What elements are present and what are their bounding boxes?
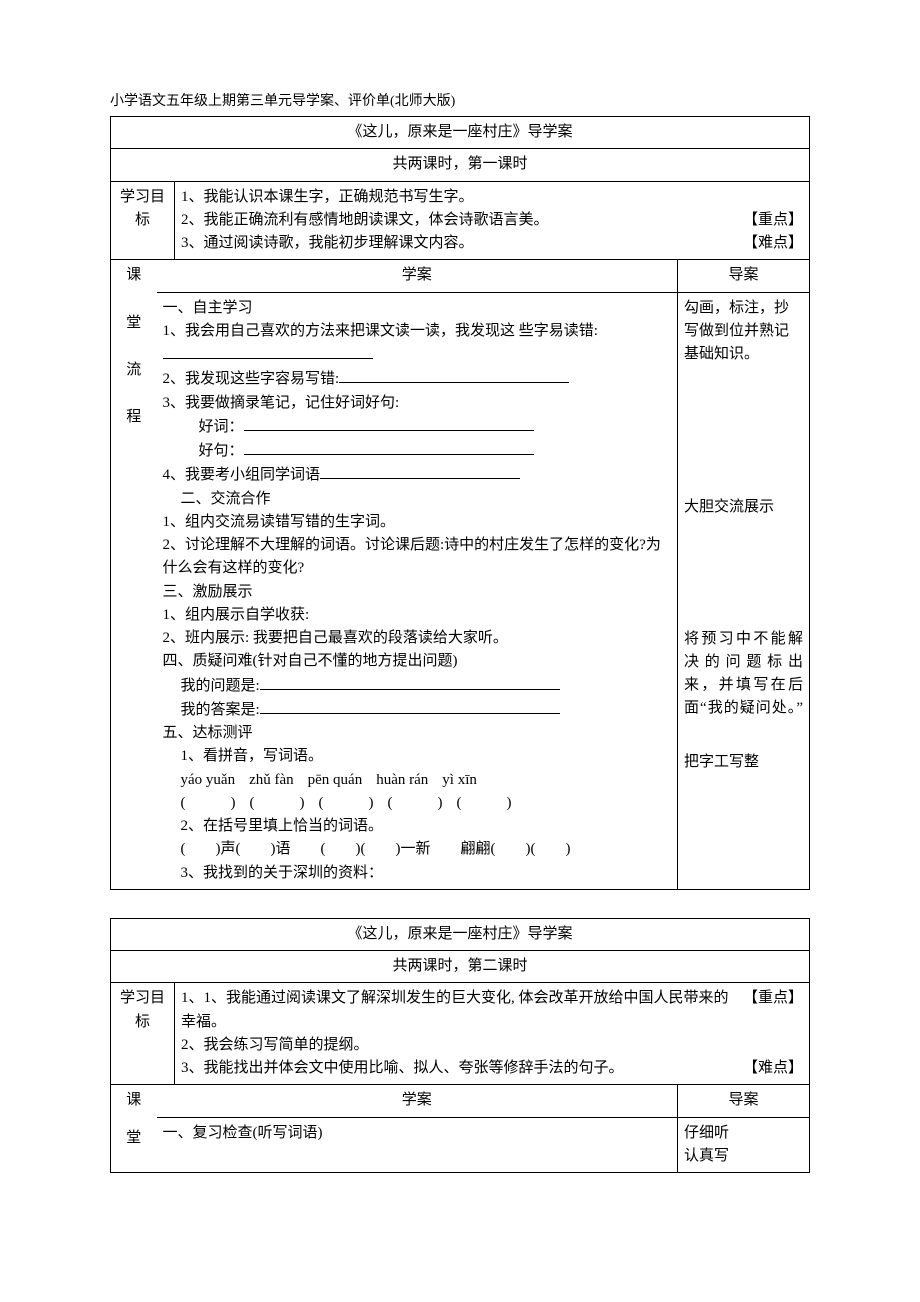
goal-text: 2、我能正确流利有感情地朗读课文，体会诗歌语言美。	[181, 209, 735, 232]
flow-char: 课	[126, 1089, 141, 1112]
s4-title: 四、质疑问难(针对自己不懂的地方提出问题)	[163, 653, 458, 669]
s2-2: 2、讨论理解不大理解的词语。讨论课后题:诗中的村庄发生了怎样的变化?为什么会有这…	[163, 537, 661, 576]
s1-3-hj: 好句：	[199, 443, 244, 459]
blank-line	[163, 343, 373, 359]
lesson2-row1-left: 一、复习检查(听写词语)	[157, 1117, 678, 1173]
blank-line	[320, 463, 520, 479]
goal-tag	[795, 1034, 803, 1057]
s1-1: 1、我会用自己喜欢的方法来把课文读一读，我发现这 些字易读错:	[163, 323, 598, 339]
s2-title: 二、交流合作	[163, 488, 671, 511]
lesson2-goals: 1、1、我能通过阅读课文了解深圳发生的巨大变化, 体会改革开放给中国人民带来的幸…	[175, 983, 810, 1085]
flow-char: 堂	[126, 312, 141, 335]
goal-text: 3、我能找出并体会文中使用比喻、拟人、夸张等修辞手法的句子。	[181, 1057, 735, 1080]
goal-text: 3、通过阅读诗歌，我能初步理解课文内容。	[181, 232, 735, 255]
lesson1-goals-label: 学习目标	[111, 181, 175, 260]
blank-line	[244, 415, 534, 431]
s4-q: 我的问题是:	[181, 678, 260, 694]
s5-2: 2、在括号里填上恰当的词语。	[163, 815, 671, 838]
pinyin: yì xīn	[442, 769, 477, 792]
goal-tag: 【重点】	[735, 209, 803, 232]
paren: ( )	[319, 792, 374, 815]
blank-line	[244, 439, 534, 455]
blank-line	[260, 674, 560, 690]
lesson1-daoan-header: 导案	[677, 260, 809, 292]
blank-line	[339, 367, 569, 383]
s1-4: 4、我要考小组同学词语	[163, 467, 321, 483]
lesson2-s1: 一、复习检查(听写词语)	[163, 1125, 323, 1141]
guide1: 勾画，标注，抄写做到位并熟记基础知识。	[684, 297, 803, 367]
s1-3: 3、我要做摘录笔记，记住好词好句:	[163, 395, 400, 411]
s3-title: 三、激励展示	[163, 584, 253, 600]
goal-text: 1、1、我能通过阅读课文了解深圳发生的巨大变化, 体会改革开放给中国人民带来的幸…	[181, 987, 735, 1034]
lesson1-table: 《这儿，原来是一座村庄》导学案 共两课时，第一课时 学习目标 1、我能认识本课生…	[110, 116, 810, 890]
lesson2-flow-label: 课 堂	[111, 1085, 157, 1173]
s1-title: 一、自主学习	[163, 300, 253, 316]
pinyin: huàn rán	[376, 769, 428, 792]
lesson2-goals-label: 学习目标	[111, 983, 175, 1085]
lesson1-daoan-body: 勾画，标注，抄写做到位并熟记基础知识。 大胆交流展示 将预习中不能解决的问题标出…	[677, 292, 809, 889]
s3-1: 1、组内展示自学收获:	[163, 607, 310, 623]
lesson1-subtitle: 共两课时，第一课时	[111, 149, 810, 181]
lesson1-xuean-body: 一、自主学习 1、我会用自己喜欢的方法来把课文读一读，我发现这 些字易读错: 2…	[157, 292, 678, 889]
paren: ( )	[388, 792, 443, 815]
pinyin: pēn quán	[308, 769, 363, 792]
s2-1: 1、组内交流易读错写错的生字词。	[163, 514, 396, 530]
guide-a: 仔细听	[684, 1122, 803, 1145]
lesson1-flow-label: 课 堂 流 程	[111, 260, 157, 890]
s5-title: 五、达标测评	[163, 725, 253, 741]
lesson1-xuean-header: 学案	[157, 260, 678, 292]
paren-row: ( ) ( ) ( ) ( ) ( )	[163, 792, 671, 815]
paren: ( )	[250, 792, 305, 815]
pinyin-row: yáo yuǎn zhǔ fàn pēn quán huàn rán yì xī…	[163, 769, 671, 792]
s3-2: 2、班内展示: 我要把自己最喜欢的段落读给大家听。	[163, 630, 508, 646]
flow-char: 流	[126, 359, 141, 382]
pinyin: zhǔ fàn	[249, 769, 294, 792]
s5-2-line: ( )声( )语 ( )( )一新 翩翩( )( )	[163, 838, 671, 861]
page-caption: 小学语文五年级上期第三单元导学案、评价单(北师大版)	[110, 90, 810, 110]
goal-tag: 【重点】	[735, 987, 803, 1034]
goal-text: 1、我能认识本课生字，正确规范书写生字。	[181, 186, 795, 209]
s5-1: 1、看拼音，写词语。	[163, 745, 671, 768]
s5-3: 3、我找到的关于深圳的资料：	[163, 862, 671, 885]
blank-line	[260, 698, 560, 714]
lesson1-goals: 1、我能认识本课生字，正确规范书写生字。 2、我能正确流利有感情地朗读课文，体会…	[175, 181, 810, 260]
lesson2-title: 《这儿，原来是一座村庄》导学案	[111, 918, 810, 950]
paren: ( )	[181, 792, 236, 815]
flow-char: 课	[126, 264, 141, 287]
guide2: 大胆交流展示	[684, 496, 803, 519]
lesson2-subtitle: 共两课时，第二课时	[111, 951, 810, 983]
lesson2-row1-right: 仔细听 认真写	[677, 1117, 809, 1173]
lesson1-title: 《这儿，原来是一座村庄》导学案	[111, 117, 810, 149]
guide4: 把字工写整	[684, 751, 803, 774]
goal-tag	[795, 186, 803, 209]
s1-3-hc: 好词：	[199, 419, 244, 435]
s1-2: 2、我发现这些字容易写错:	[163, 371, 340, 387]
goal-tag: 【难点】	[735, 1057, 803, 1080]
flow-char: 程	[126, 406, 141, 429]
page: 小学语文五年级上期第三单元导学案、评价单(北师大版) 《这儿，原来是一座村庄》导…	[0, 0, 920, 1261]
guide3: 将预习中不能解决的问题标出来，并填写在后面“我的疑问处。”	[684, 628, 803, 721]
flow-char: 堂	[126, 1127, 141, 1150]
lesson2-xuean-header: 学案	[157, 1085, 678, 1117]
guide-b: 认真写	[684, 1145, 803, 1168]
paren: ( )	[457, 792, 512, 815]
lesson2-daoan-header: 导案	[677, 1085, 809, 1117]
goal-text: 2、我会练习写简单的提纲。	[181, 1034, 795, 1057]
goal-tag: 【难点】	[735, 232, 803, 255]
s4-a: 我的答案是:	[181, 702, 260, 718]
pinyin: yáo yuǎn	[181, 769, 236, 792]
lesson2-table: 《这儿，原来是一座村庄》导学案 共两课时，第二课时 学习目标 1、1、我能通过阅…	[110, 918, 810, 1173]
